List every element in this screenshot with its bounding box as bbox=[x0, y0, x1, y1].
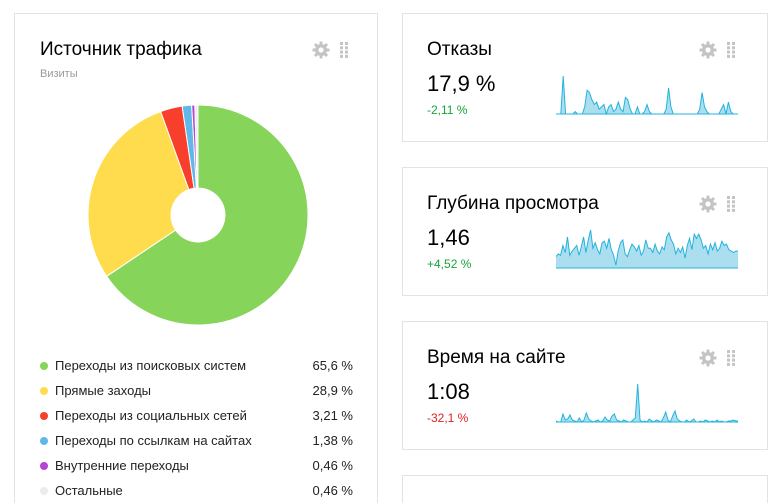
gear-icon[interactable] bbox=[312, 41, 330, 59]
metric-widget-time-on-site bbox=[402, 321, 768, 450]
widget-subtitle: Визиты bbox=[40, 68, 78, 80]
legend-item[interactable]: Переходы из социальных сетей 3,21 % bbox=[40, 406, 358, 431]
legend-swatch bbox=[40, 437, 48, 445]
metric-widget-page-depth bbox=[402, 167, 768, 296]
metric-delta: +4,52 % bbox=[427, 257, 472, 271]
legend-item[interactable]: Внутренние переходы 0,46 % bbox=[40, 456, 358, 481]
legend-label: Внутренние переходы bbox=[55, 458, 189, 473]
sparkline-line bbox=[556, 383, 738, 423]
metric-sparkline bbox=[556, 75, 738, 115]
legend-swatch bbox=[40, 487, 48, 495]
widget-title: Источник трафика bbox=[40, 39, 202, 60]
legend-label: Остальные bbox=[55, 483, 123, 498]
metric-sparkline bbox=[556, 383, 738, 423]
metric-title: Отказы bbox=[427, 39, 492, 60]
drag-handle-icon[interactable] bbox=[727, 196, 736, 212]
pie-slice[interactable] bbox=[105, 105, 309, 326]
metric-widget-bounce-rate bbox=[402, 13, 768, 142]
legend-swatch bbox=[40, 412, 48, 420]
legend-item[interactable]: Прямые заходы 28,9 % bbox=[40, 381, 358, 406]
legend-item[interactable]: Переходы по ссылкам на сайтах 1,38 % bbox=[40, 431, 358, 456]
legend-item[interactable]: Остальные 0,46 % bbox=[40, 481, 358, 503]
pie-slice[interactable] bbox=[87, 110, 190, 277]
gear-icon[interactable] bbox=[699, 41, 717, 59]
pie-slice[interactable] bbox=[194, 105, 199, 189]
drag-handle-icon[interactable] bbox=[340, 42, 349, 58]
metric-value: 1,46 bbox=[427, 225, 470, 250]
metric-delta: -2,11 % bbox=[427, 103, 468, 117]
legend-value: 0,46 % bbox=[312, 483, 353, 498]
legend-item[interactable]: Переходы из поисковых систем 65,6 % bbox=[40, 356, 358, 381]
legend-value: 65,6 % bbox=[312, 358, 353, 373]
legend-value: 0,46 % bbox=[312, 458, 353, 473]
legend-label: Переходы по ссылкам на сайтах bbox=[55, 433, 252, 448]
legend-value: 28,9 % bbox=[312, 383, 353, 398]
sparkline-area bbox=[556, 76, 738, 114]
metric-value: 1:08 bbox=[427, 379, 470, 404]
metric-title: Время на сайте bbox=[427, 347, 566, 368]
drag-handle-icon[interactable] bbox=[727, 350, 736, 366]
traffic-legend: Переходы из поисковых систем 65,6 % Прям… bbox=[40, 356, 358, 503]
sparkline-line bbox=[556, 229, 738, 266]
legend-label: Переходы из социальных сетей bbox=[55, 408, 247, 423]
metric-title: Глубина просмотра bbox=[427, 193, 599, 214]
drag-handle-icon[interactable] bbox=[727, 42, 736, 58]
gear-icon[interactable] bbox=[699, 195, 717, 213]
legend-label: Переходы из поисковых систем bbox=[55, 358, 247, 373]
sparkline-line bbox=[556, 75, 738, 115]
legend-value: 3,21 % bbox=[312, 408, 353, 423]
legend-swatch bbox=[40, 362, 48, 370]
metric-value: 17,9 % bbox=[427, 71, 496, 96]
traffic-pie-chart bbox=[87, 105, 309, 326]
metric-sparkline bbox=[556, 229, 738, 269]
sparkline-area bbox=[556, 230, 738, 268]
legend-swatch bbox=[40, 387, 48, 395]
legend-swatch bbox=[40, 462, 48, 470]
legend-label: Прямые заходы bbox=[55, 383, 152, 398]
legend-value: 1,38 % bbox=[312, 433, 353, 448]
sparkline-area bbox=[556, 384, 738, 422]
metric-delta: -32,1 % bbox=[427, 411, 469, 425]
metric-widget-partial bbox=[402, 475, 768, 503]
gear-icon[interactable] bbox=[699, 349, 717, 367]
